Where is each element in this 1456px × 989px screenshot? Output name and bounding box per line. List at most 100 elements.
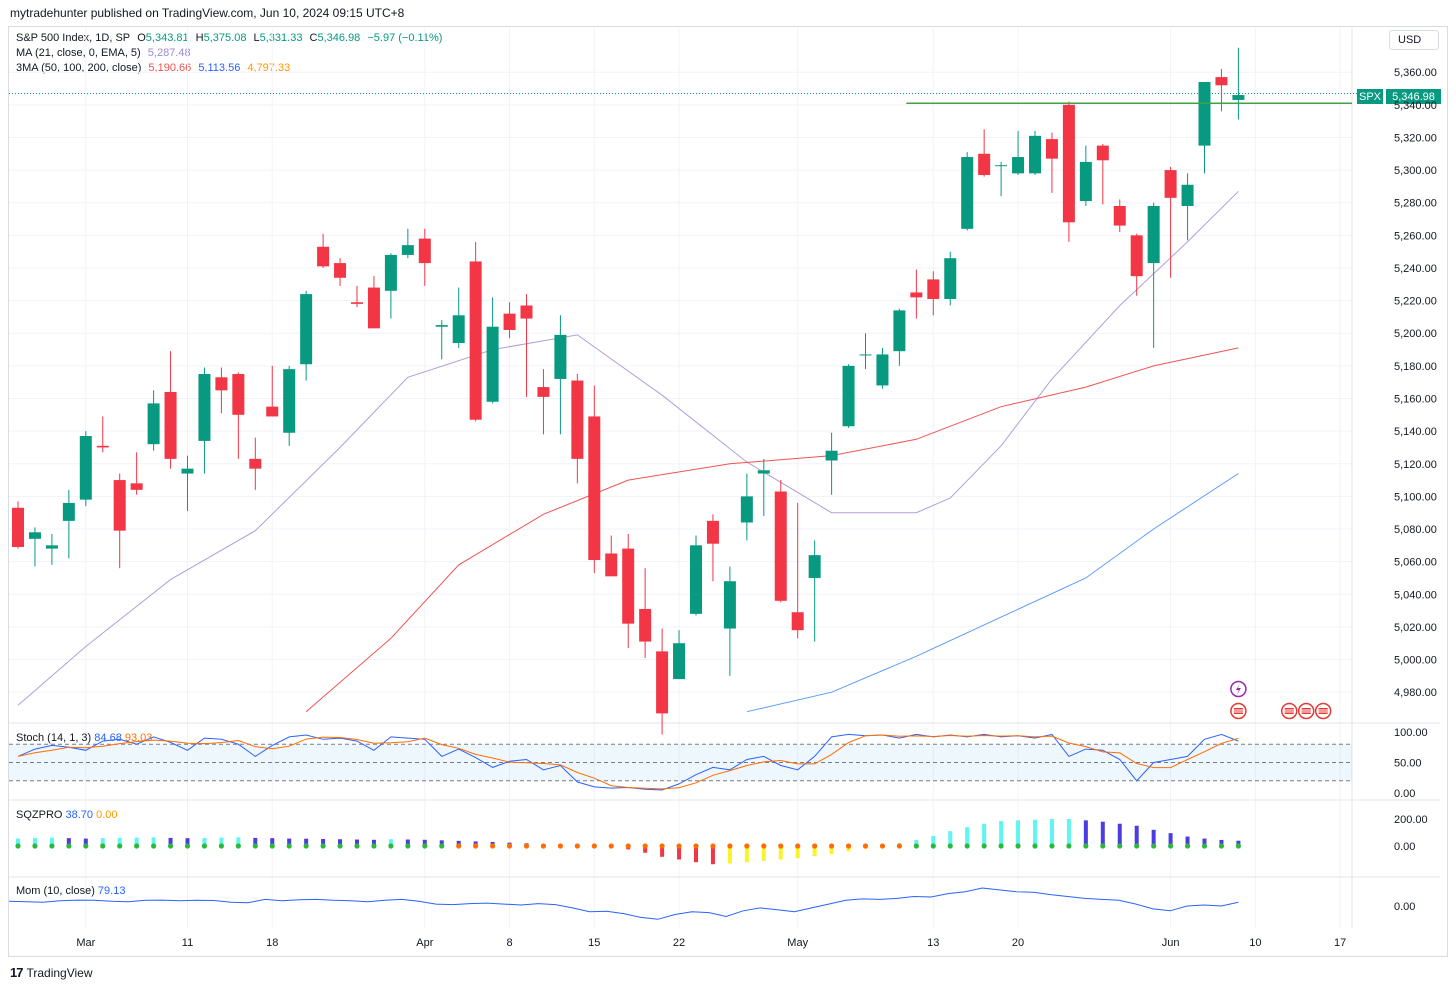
candle-body <box>1045 139 1058 159</box>
candle-body <box>249 458 262 469</box>
sqz-dot <box>490 843 496 849</box>
stoch-tick-label: 100.00 <box>1394 727 1428 739</box>
sqz-dot <box>1100 843 1106 849</box>
sqz-dot <box>710 843 716 849</box>
sqz-dot <box>32 843 38 849</box>
candle-body <box>639 608 652 642</box>
price-tick-label: 5,020.00 <box>1394 622 1437 634</box>
tradingview-logo[interactable]: 17 TradingView <box>10 965 93 980</box>
sqz-value-1: 38.70 <box>65 809 94 821</box>
sqz-dot <box>1151 843 1157 849</box>
candle-body <box>656 651 669 714</box>
candle-body <box>334 263 347 278</box>
legend-low: L5,331.33 <box>253 32 303 44</box>
candle-body <box>469 261 482 420</box>
ma100-line <box>746 473 1239 713</box>
stoch-label: Stoch (14, 1, 3) <box>16 732 92 744</box>
sqz-bar <box>1049 819 1054 846</box>
sqz-bar <box>795 846 800 859</box>
stoch-legend: Stoch (14, 1, 3) 84.68 93.03 <box>16 732 152 744</box>
sqz-dot <box>523 843 530 849</box>
sqz-bar <box>134 837 139 846</box>
sqz-dot <box>66 843 72 849</box>
candle-body <box>1215 77 1228 86</box>
price-tick-label: 5,320.00 <box>1394 132 1437 144</box>
sqz-dot <box>1235 843 1241 849</box>
sqz-bar <box>151 837 156 846</box>
candle-body <box>384 254 397 291</box>
legend-change: −5.97 (−0.11%) <box>367 32 443 44</box>
sqz-bar <box>32 837 37 846</box>
candle-body <box>706 520 719 544</box>
stoch-d-value: 93.03 <box>124 732 153 744</box>
candle-body <box>418 238 431 264</box>
sqz-legend: SQZPRO 38.70 0.00 <box>16 809 118 821</box>
sqz-dot <box>778 843 784 849</box>
sqz-dot <box>744 843 750 849</box>
candle-body <box>673 643 686 680</box>
sqz-dot <box>167 843 174 849</box>
sqz-value-2: 0.00 <box>96 809 118 821</box>
sqz-bar <box>914 839 919 846</box>
sqz-bar <box>355 839 359 846</box>
sqz-bar <box>321 838 326 846</box>
sqz-bar <box>405 839 410 846</box>
legend-close: C5,346.98 <box>309 32 361 44</box>
tma-value-200: 4,797.33 <box>247 62 291 74</box>
candle-body <box>995 165 1008 167</box>
us-event-flag-icon-flag <box>1318 708 1328 714</box>
sqz-bar <box>710 846 715 865</box>
candle-body <box>571 380 584 459</box>
candle-body <box>588 416 601 561</box>
sqz-dot <box>134 843 140 849</box>
ema-value: 5,287.48 <box>147 47 191 59</box>
sqz-dot <box>913 843 919 849</box>
ema21-line <box>17 190 1239 706</box>
sqz-dot <box>981 843 987 849</box>
sqz-dot <box>456 843 462 849</box>
candle-body <box>266 406 279 417</box>
sqz-dot <box>49 843 55 849</box>
price-tick-label: 5,360.00 <box>1394 67 1437 79</box>
candle-body <box>910 292 923 298</box>
candle-body <box>1079 161 1092 202</box>
candle-body <box>554 334 567 379</box>
sqz-dot <box>320 843 326 849</box>
sqz-dot <box>388 843 394 849</box>
time-tick-label: Apr <box>416 937 433 949</box>
sqz-bar <box>236 837 241 846</box>
candle-body <box>757 470 770 474</box>
price-tick-label: 5,160.00 <box>1394 394 1437 406</box>
sqz-dot <box>184 843 191 849</box>
sqz-dot <box>608 843 614 849</box>
currency-button[interactable]: USD <box>1389 30 1439 50</box>
candle-body <box>181 468 194 474</box>
sqz-dot <box>557 843 564 849</box>
sqz-dot <box>1184 843 1191 849</box>
ema-label: MA (21, close, 0, EMA, 5) <box>16 47 141 59</box>
sqz-dot <box>422 843 428 849</box>
tradingview-brand: TradingView <box>26 965 93 980</box>
tma-value-50: 5,190.66 <box>148 62 192 74</box>
sqz-bar <box>660 846 665 857</box>
sqz-dot <box>642 843 648 849</box>
sqz-bar <box>1066 819 1071 846</box>
sqz-dot <box>506 843 513 849</box>
time-tick-label: 17 <box>1334 937 1346 949</box>
sqz-bar <box>1033 819 1037 846</box>
time-tick-label: 15 <box>588 937 600 949</box>
us-event-flag-icon-flag <box>1301 708 1311 714</box>
sqz-dot <box>1117 843 1123 849</box>
sqz-bar <box>304 838 309 846</box>
sqz-dot <box>252 843 258 849</box>
time-tick-label: 22 <box>673 937 685 949</box>
sqz-dot <box>829 843 835 849</box>
sqz-dot <box>930 843 936 849</box>
price-tick-label: 5,200.00 <box>1394 328 1437 340</box>
price-tick-label: 5,120.00 <box>1394 459 1437 471</box>
sqz-bar <box>982 823 987 846</box>
sqz-dot <box>727 843 733 849</box>
us-event-flag-icon-flag <box>1233 708 1243 714</box>
candle-body <box>690 545 702 614</box>
